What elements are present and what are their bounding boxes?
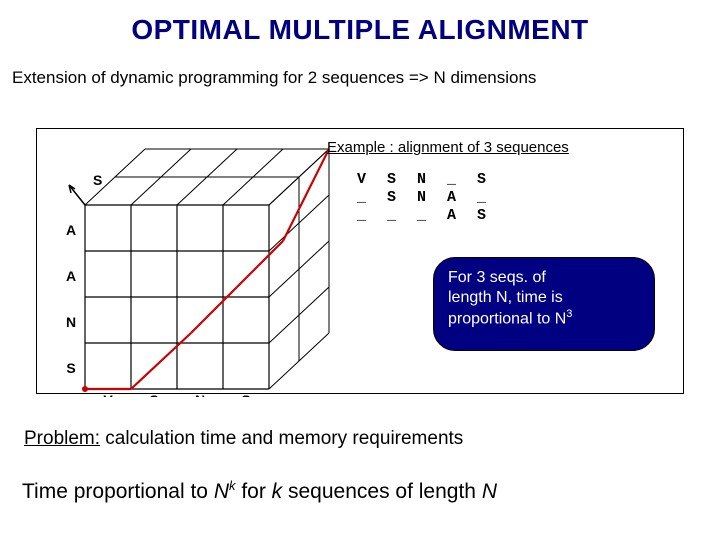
- cube-diagram: S A A N S V S N S Start: [43, 135, 343, 397]
- problem-text: calculation time and memory requirements: [100, 428, 463, 449]
- svg-text:S: S: [149, 392, 158, 397]
- svg-text:S: S: [66, 360, 75, 376]
- problem-label: Problem:: [24, 428, 100, 449]
- subtitle-text: Extension of dynamic programming for 2 s…: [0, 46, 720, 88]
- page-title: OPTIMAL MULTIPLE ALIGNMENT: [0, 0, 720, 46]
- time-mid: for: [235, 480, 271, 503]
- alignment-row-1: V S N _ S: [357, 171, 492, 188]
- figure-frame: S A A N S V S N S Start Example : alignment of 3 …: [36, 128, 684, 394]
- alignment-row-3: _ _ _ A S: [357, 207, 492, 224]
- callout-line-3-prefix: proportional to N: [448, 310, 566, 327]
- alignment-row-2: _ S N A _: [357, 189, 492, 206]
- svg-text:A: A: [66, 268, 76, 284]
- time-prefix: Time proportional to: [22, 480, 214, 503]
- complexity-callout: For 3 seqs. of length N, time is proport…: [433, 257, 655, 351]
- callout-line-2: length N, time is: [448, 289, 563, 306]
- time-k: k: [272, 480, 283, 503]
- svg-text:N: N: [195, 392, 205, 397]
- callout-exponent: 3: [566, 308, 572, 320]
- svg-text:N: N: [66, 314, 76, 330]
- example-label: Example : alignment of 3 sequences: [327, 139, 569, 156]
- alignment-table: V S N _ S _ S N A _ _ _ _ A S: [357, 171, 492, 225]
- callout-line-1: For 3 seqs. of: [448, 269, 546, 286]
- time-complexity-line: Time proportional to Nk for k sequences …: [22, 478, 497, 504]
- svg-text:A: A: [66, 222, 76, 238]
- svg-text:S: S: [93, 172, 102, 188]
- svg-text:V: V: [103, 392, 113, 397]
- problem-line: Problem: calculation time and memory req…: [24, 428, 463, 450]
- time-N1: N: [214, 480, 229, 503]
- svg-text:Start: Start: [57, 396, 82, 397]
- time-N2: N: [482, 480, 497, 503]
- svg-text:S: S: [241, 392, 250, 397]
- time-mid2: sequences of length: [282, 480, 482, 503]
